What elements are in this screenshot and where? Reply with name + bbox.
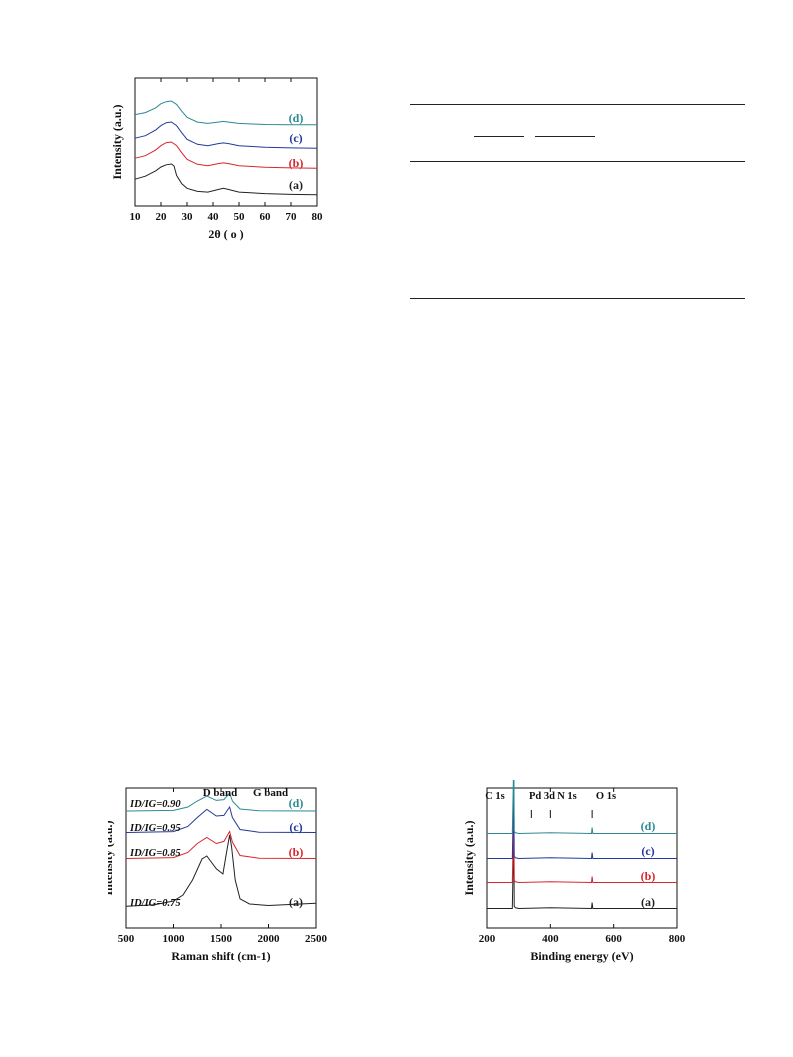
series-label-a: (a)	[641, 895, 655, 909]
x-axis-label: Binding energy (eV)	[530, 949, 633, 963]
x-tick-label: 2000	[258, 933, 281, 945]
series-label-b: (b)	[289, 845, 304, 859]
series-label-a: (a)	[289, 178, 303, 192]
peak-label: Pd 3d	[529, 791, 555, 802]
peak-label: C 1s	[485, 791, 505, 802]
x-tick-label: 2500	[305, 933, 328, 945]
x-axis-label: 2θ ( o )	[208, 227, 243, 241]
series-label-d: (d)	[641, 819, 656, 833]
x-tick-label: 800	[669, 933, 685, 945]
peak-label: N 1s	[557, 791, 577, 802]
x-tick-label: 80	[312, 211, 324, 223]
xps-figure: 200 400 600 800 Binding energy (eV) Intensity…	[460, 767, 686, 965]
series-line-a	[134, 163, 318, 196]
series-line-b	[125, 830, 317, 859]
x-tick-label: 500	[118, 933, 135, 945]
series-label-d: (d)	[289, 796, 304, 810]
table-top-rule	[410, 104, 745, 105]
series-line-a	[487, 842, 677, 910]
x-tick-label: 50	[234, 211, 246, 223]
raman-chart: 500 1000 1500 2000 2500 Raman shift (cm-1) Int…	[101, 787, 328, 963]
x-tick-label: 40	[208, 211, 220, 223]
series-label-c: (c)	[641, 844, 654, 858]
table-subheader-rule-2	[535, 136, 595, 137]
x-tick-label: 1500	[210, 933, 233, 945]
x-tick-label: 400	[542, 933, 559, 945]
series-label-d: (d)	[289, 111, 304, 125]
ratio-label: ID/IG=0.90	[129, 799, 181, 810]
y-axis-label: Intensity (a.u.)	[108, 820, 115, 895]
ratio-label: ID/IG=0.75	[129, 898, 181, 909]
raman-figure: 500 1000 1500 2000 2500 Raman shift (cm-1) Int…	[101, 780, 333, 965]
series-line-d	[125, 792, 317, 812]
x-tick-label: 20	[156, 211, 168, 223]
series-label-b: (b)	[289, 156, 304, 170]
series-line-c	[134, 121, 318, 149]
table-subheader-rule-1	[474, 136, 524, 137]
xrd-chart: 10 20 30 40 50 60 70 80 2θ ( o ) Intensity (a.u.)…	[110, 77, 324, 241]
x-axis-label: Raman shift (cm-1)	[171, 949, 270, 963]
series-line-a	[125, 834, 317, 907]
peak-label: O 1s	[596, 791, 616, 802]
x-tick-label: 1000	[163, 933, 186, 945]
y-axis-label: Intensity (a.u.)	[462, 820, 476, 895]
series-line-c	[125, 805, 317, 833]
ratio-label: ID/IG=0.85	[129, 848, 181, 859]
series-label-b: (b)	[641, 869, 656, 883]
g-band-label: G band	[253, 787, 288, 799]
x-tick-label: 10	[130, 211, 142, 223]
series-label-c: (c)	[289, 131, 302, 145]
table-bottom-rule	[410, 298, 745, 299]
table-header-rule	[410, 161, 745, 162]
x-tick-label: 600	[605, 933, 622, 945]
series-label-c: (c)	[289, 820, 302, 834]
x-tick-label: 70	[286, 211, 298, 223]
x-tick-label: 30	[182, 211, 194, 223]
series-line-d	[134, 100, 317, 126]
x-tick-label: 200	[479, 933, 496, 945]
series-label-a: (a)	[289, 895, 303, 909]
xrd-figure: 10 20 30 40 50 60 70 80 2θ ( o ) Intensity (a.u.)…	[110, 70, 340, 260]
series-line-b	[134, 141, 318, 169]
ratio-label: ID/IG=0.95	[129, 823, 181, 834]
y-axis-label: Intensity (a.u.)	[110, 104, 124, 179]
d-band-label: D band	[203, 787, 238, 799]
x-tick-label: 60	[260, 211, 272, 223]
plot-frame	[134, 77, 318, 207]
xps-chart: 200 400 600 800 Binding energy (eV) Intensity…	[462, 767, 686, 963]
